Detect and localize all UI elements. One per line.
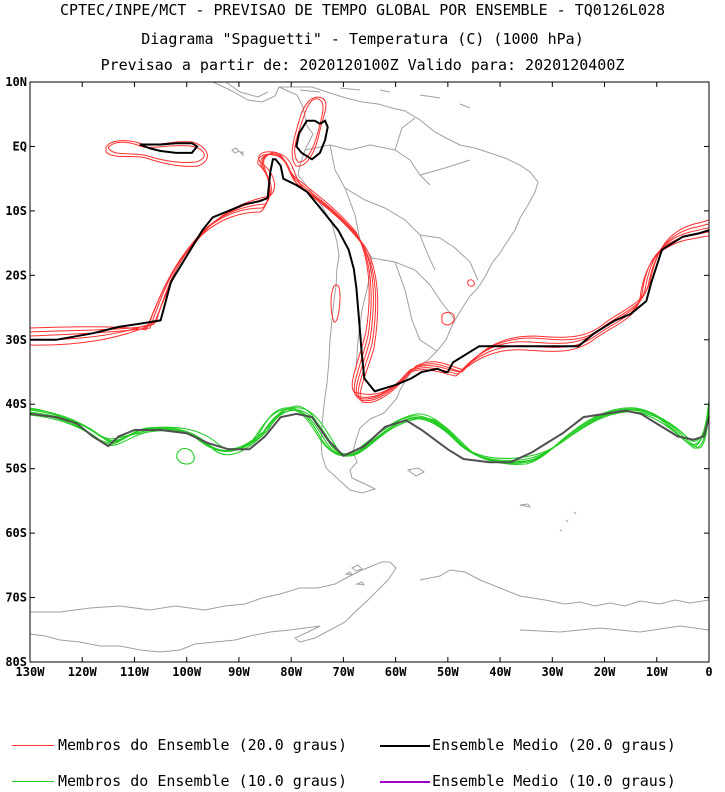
members-20-galapagos-loop-2 bbox=[105, 140, 208, 167]
members-20-chile-loop bbox=[330, 284, 341, 323]
caribbean-islands bbox=[299, 87, 471, 109]
lat-label: 60S bbox=[5, 526, 27, 540]
mean-10-line bbox=[30, 409, 709, 464]
central-america-coastline bbox=[212, 82, 280, 103]
mean-20-line-colombia bbox=[295, 119, 329, 161]
lon-label: 40W bbox=[489, 665, 511, 679]
legend-label-green-members: Membros do Ensemble (10.0 graus) bbox=[58, 772, 347, 790]
members-20-galapagos-loop bbox=[108, 141, 205, 163]
lon-label: 50W bbox=[437, 665, 459, 679]
lat-label: 80S bbox=[5, 655, 27, 669]
lon-label: 20W bbox=[594, 665, 616, 679]
members-20-brazil-loop bbox=[441, 311, 455, 326]
lat-label: 30S bbox=[5, 333, 27, 347]
country-borders bbox=[304, 117, 479, 371]
legend-swatch-green bbox=[12, 781, 54, 782]
lon-label: 10W bbox=[646, 665, 668, 679]
south-georgia bbox=[519, 503, 532, 508]
members-20-colombia-loop bbox=[294, 98, 324, 163]
lat-label: EQ bbox=[13, 139, 27, 153]
coastlines bbox=[30, 82, 709, 653]
lat-axis-labels: 10N EQ 10S 20S 30S 40S 50S 60S 70S 80S bbox=[5, 75, 27, 669]
falkland-islands bbox=[406, 467, 425, 477]
lon-label: 60W bbox=[385, 665, 407, 679]
lon-label: 110W bbox=[120, 665, 150, 679]
lat-label: 10S bbox=[5, 204, 27, 218]
legend-label-red-members: Membros do Ensemble (20.0 graus) bbox=[58, 736, 347, 754]
antarctica-islands bbox=[344, 564, 366, 586]
lat-label: 50S bbox=[5, 462, 27, 476]
antarctica-coastline-east bbox=[419, 569, 709, 607]
legend-swatch-black bbox=[380, 745, 430, 747]
legend-label-black-mean: Ensemble Medio (20.0 graus) bbox=[432, 736, 676, 754]
plot-frame bbox=[29, 81, 710, 663]
lon-label: 80W bbox=[280, 665, 302, 679]
header-title-line2: Diagrama "Spaguetti" - Temperatura (C) (… bbox=[141, 30, 584, 48]
lon-label: 100W bbox=[172, 665, 202, 679]
lat-label: 20S bbox=[5, 268, 27, 282]
lat-label: 10N bbox=[5, 75, 27, 89]
small-islands bbox=[559, 511, 577, 532]
members-10-small-contour bbox=[176, 447, 195, 465]
lon-label: 0 bbox=[705, 665, 712, 679]
lat-label: 40S bbox=[5, 397, 27, 411]
lon-label: 120W bbox=[68, 665, 98, 679]
header-title-line3: Previsao a partir de: 2020120100Z Valido… bbox=[100, 56, 625, 74]
legend-label-purple-mean: Ensemble Medio (10.0 graus) bbox=[432, 772, 676, 790]
members-20-contours bbox=[30, 96, 709, 404]
lon-label: 90W bbox=[228, 665, 250, 679]
lon-label: 130W bbox=[16, 665, 46, 679]
legend-swatch-red bbox=[12, 745, 54, 746]
antarctica-coastline bbox=[30, 561, 397, 653]
central-america-coastline-north bbox=[225, 82, 269, 98]
lat-label: 70S bbox=[5, 591, 27, 605]
legend-swatch-purple bbox=[380, 781, 430, 783]
mean-20-line-galapagos bbox=[139, 142, 199, 154]
south-america-coastline bbox=[278, 86, 539, 494]
lon-label: 30W bbox=[541, 665, 563, 679]
lon-label: 70W bbox=[333, 665, 355, 679]
members-20-brazil-loop-2 bbox=[467, 279, 475, 287]
antarctica-ice-shelf bbox=[519, 625, 709, 633]
lon-axis-labels: 130W 120W 110W 100W 90W 80W 70W 60W 50W 40W 30W 20W… bbox=[16, 665, 713, 679]
galapagos-islands bbox=[231, 147, 244, 157]
mean-20-line-main bbox=[30, 158, 709, 393]
members-20-colombia-loop-2 bbox=[291, 96, 327, 167]
header-title-line1: CPTEC/INPE/MCT - PREVISAO DE TEMPO GLOBA… bbox=[59, 1, 666, 19]
axis-ticks bbox=[29, 81, 710, 663]
members-10-contours bbox=[30, 399, 709, 465]
